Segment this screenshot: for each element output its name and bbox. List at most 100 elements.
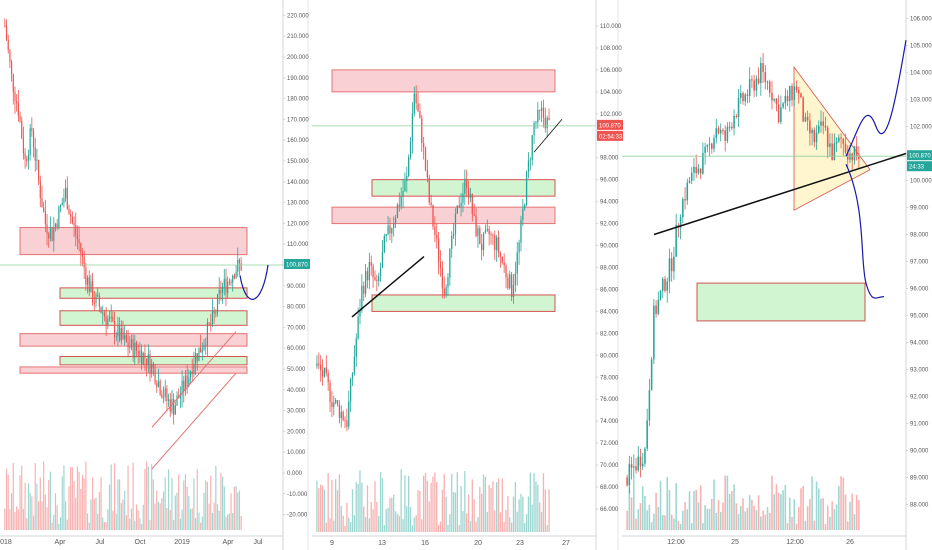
candle-body	[842, 138, 845, 144]
volume-bar	[682, 510, 684, 530]
candle-body	[318, 363, 320, 365]
candle-body	[539, 109, 541, 111]
volume-bar	[719, 512, 722, 530]
candle-body	[338, 404, 341, 418]
volume-bar	[419, 491, 421, 532]
candle-body	[432, 204, 434, 227]
candle-body	[34, 147, 36, 161]
volume-bar	[699, 485, 702, 530]
candle-body	[130, 339, 133, 348]
candle-body	[443, 288, 445, 296]
candle-body	[833, 143, 836, 160]
candle-body	[75, 225, 77, 235]
volume-bar	[76, 466, 79, 530]
volume-bar	[535, 481, 537, 532]
volume-bar	[331, 479, 333, 532]
volume-bar	[400, 469, 402, 532]
candle-body	[789, 85, 791, 102]
channel-line	[151, 372, 237, 470]
candle-body	[134, 342, 136, 358]
candle-body	[400, 196, 402, 207]
candle-body	[817, 125, 820, 133]
volume-bar	[670, 514, 673, 530]
candle-body	[233, 275, 235, 279]
candle-body	[762, 63, 764, 72]
volume-bar	[510, 522, 513, 532]
candle-body	[321, 370, 324, 377]
volume-bar	[184, 474, 187, 530]
y-tick-label: 150.000	[287, 159, 309, 165]
volume-bar	[764, 514, 767, 530]
candle-body	[711, 143, 713, 149]
candle-body	[157, 380, 160, 387]
volume-bar	[492, 481, 494, 532]
candle-body	[383, 235, 385, 252]
candle-body	[430, 202, 432, 205]
candle-body	[679, 217, 682, 228]
y-tick-label: 90.000	[910, 449, 929, 455]
candle-body	[140, 350, 143, 365]
candle-body	[43, 207, 45, 212]
candle-body	[198, 347, 200, 362]
candle-body	[495, 237, 498, 251]
candle-body	[626, 477, 628, 486]
candle-body	[162, 396, 165, 398]
candle-body	[210, 323, 212, 325]
volume-bar	[134, 520, 136, 530]
y-tick-label: 210.000	[287, 34, 309, 40]
volume-bar	[135, 504, 138, 530]
candle-body	[208, 322, 210, 324]
candle-body	[167, 399, 170, 401]
volume-bar	[471, 479, 473, 532]
candle-body	[346, 420, 348, 427]
volume-bar	[63, 465, 65, 530]
volume-bar	[488, 485, 490, 532]
supply-zone	[19, 227, 248, 256]
candle-body	[113, 321, 116, 338]
volume-bar	[144, 468, 146, 530]
candle-body	[419, 110, 421, 119]
candle-body	[775, 98, 778, 105]
candle-body	[54, 223, 57, 228]
candle-body	[744, 94, 747, 102]
candle-body	[757, 78, 760, 84]
volume-bar	[227, 514, 229, 530]
candle-body	[98, 295, 100, 307]
y-tick-label: 220.000	[287, 13, 309, 19]
volume-bar	[826, 505, 829, 530]
volume-bar	[829, 516, 831, 530]
candle-body	[27, 154, 30, 161]
candle-body	[449, 248, 451, 278]
volume-bar	[417, 489, 419, 532]
candle-body	[41, 198, 43, 208]
candle-body	[88, 277, 90, 293]
candle-body	[659, 290, 662, 300]
candle-body	[120, 328, 122, 341]
last-price-badge	[284, 259, 310, 269]
volume-bar	[466, 513, 468, 532]
volume-bar	[454, 492, 457, 532]
volume-bar	[363, 506, 365, 532]
volume-bar	[142, 504, 144, 530]
volume-bar	[12, 462, 14, 530]
volume-bar	[695, 489, 697, 530]
candle-body	[742, 93, 744, 102]
candle-body	[344, 419, 346, 421]
candle-body	[232, 275, 234, 283]
candle-body	[737, 97, 740, 118]
volume-bar	[439, 521, 442, 532]
candle-body	[385, 234, 387, 236]
volume-bar	[668, 489, 671, 530]
candle-body	[766, 81, 769, 83]
candle-body	[668, 258, 671, 282]
candle-body	[724, 130, 726, 142]
volume-bar	[708, 508, 711, 530]
candle-body	[391, 228, 393, 234]
candle-body	[529, 159, 531, 161]
candle-body	[183, 380, 185, 391]
candle-body	[181, 380, 183, 396]
y-tick-label: 98.000	[600, 156, 619, 162]
volume-bar	[353, 515, 356, 532]
volume-bar	[320, 484, 322, 532]
